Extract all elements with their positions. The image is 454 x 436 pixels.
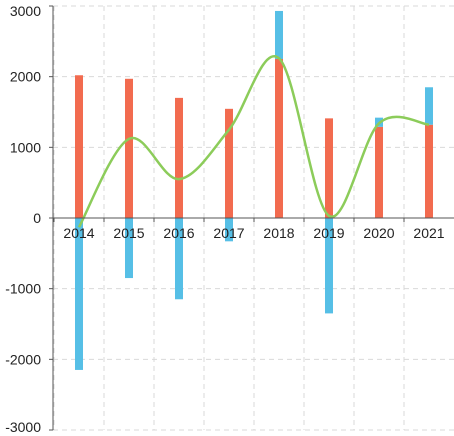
y-tick-label: 3000 bbox=[10, 3, 41, 19]
y-tick-label: -1000 bbox=[5, 281, 41, 297]
bar-series-1 bbox=[425, 124, 433, 218]
x-tick-label: 2014 bbox=[63, 225, 94, 241]
y-tick-label: 0 bbox=[33, 210, 41, 226]
bar-series-1 bbox=[375, 126, 383, 218]
line-layer bbox=[77, 55, 430, 228]
bar-series-1 bbox=[275, 59, 283, 218]
x-tick-label: 2017 bbox=[213, 225, 244, 241]
label-layer: 3000 2000 1000 0 -1000 -2000 -3000 2014 2015 2016… bbox=[5, 3, 445, 435]
bar-series-1 bbox=[325, 118, 333, 218]
bar-series-2 bbox=[325, 218, 333, 314]
x-tick-label: 2016 bbox=[163, 225, 194, 241]
x-tick-label: 2015 bbox=[113, 225, 144, 241]
x-tick-label: 2018 bbox=[263, 225, 294, 241]
line-series bbox=[77, 55, 430, 228]
y-tick-label: -2000 bbox=[5, 351, 41, 367]
x-tick-label: 2019 bbox=[313, 225, 344, 241]
bar-series-1 bbox=[225, 108, 233, 218]
bar-series-2 bbox=[75, 218, 83, 370]
y-tick-label: 1000 bbox=[10, 139, 41, 155]
bar-series-2 bbox=[175, 218, 183, 300]
bar-layer bbox=[75, 10, 433, 370]
bar-series-1 bbox=[125, 78, 133, 218]
bar-series-2 bbox=[275, 10, 283, 59]
x-tick-label: 2020 bbox=[363, 225, 394, 241]
y-tick-label: -3000 bbox=[5, 419, 41, 435]
axis-layer bbox=[49, 5, 454, 431]
y-tick-label: 2000 bbox=[10, 69, 41, 85]
bar-series-1 bbox=[175, 97, 183, 218]
bar-series-1 bbox=[75, 75, 83, 219]
bar-series-2 bbox=[225, 218, 233, 242]
x-tick-label: 2021 bbox=[413, 225, 444, 241]
bar-series-2 bbox=[425, 87, 433, 125]
bar-series-2 bbox=[125, 218, 133, 279]
